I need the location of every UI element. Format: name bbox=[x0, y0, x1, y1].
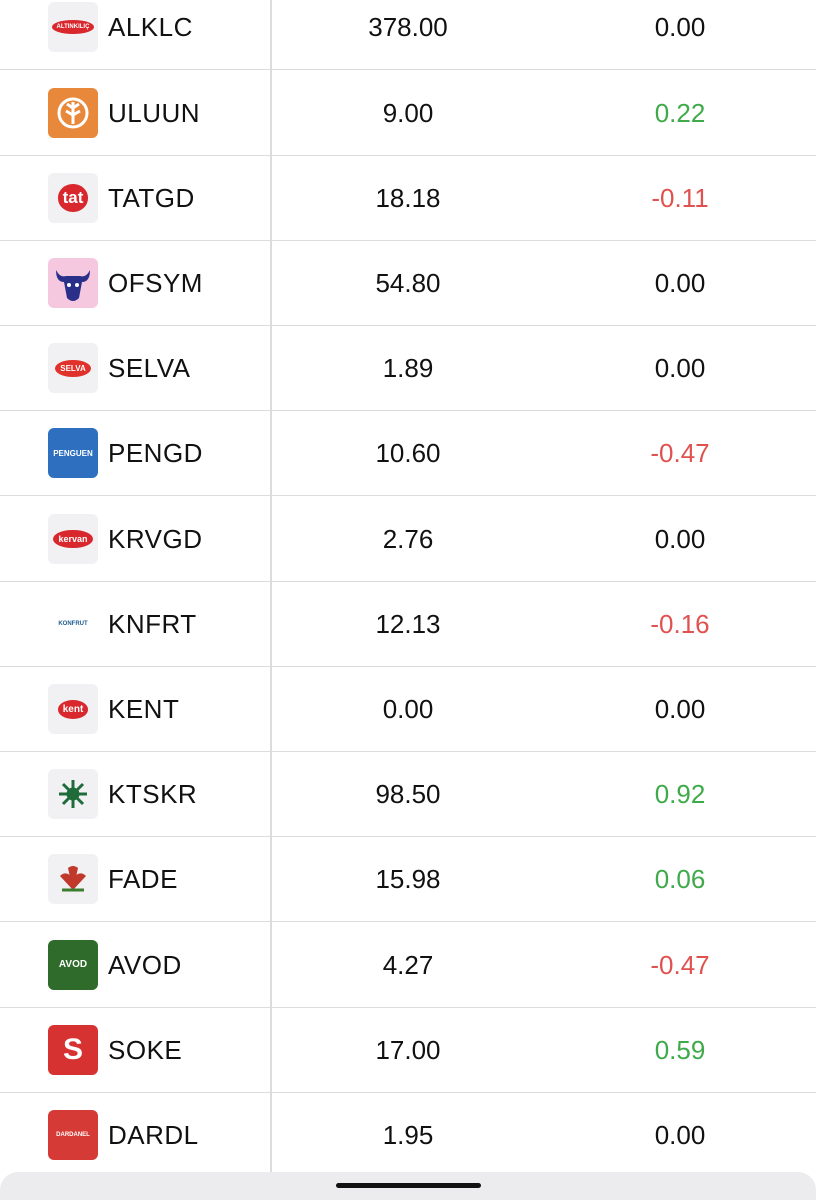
change: -0.11 bbox=[651, 182, 709, 213]
logo-icon bbox=[60, 866, 86, 892]
stock-logo bbox=[48, 854, 98, 905]
stock-row[interactable]: KTSKR 98.50 0.92 bbox=[0, 752, 816, 838]
ticker: KNFRT bbox=[108, 608, 197, 639]
stock-row[interactable]: PENGUEN PENGD 10.60 -0.47 bbox=[0, 411, 816, 497]
change: 0.00 bbox=[654, 1120, 706, 1150]
ticker: ULUUN bbox=[108, 97, 201, 128]
ticker: FADE bbox=[108, 864, 178, 895]
home-area bbox=[0, 1172, 816, 1200]
column-divider bbox=[270, 0, 272, 1172]
change: -0.47 bbox=[650, 949, 710, 980]
logo-icon bbox=[56, 270, 90, 301]
ticker: SELVA bbox=[108, 353, 191, 384]
price: 10.60 bbox=[375, 438, 441, 469]
price: 1.95 bbox=[382, 1120, 434, 1150]
stock-logo: KONFRUT bbox=[48, 598, 98, 649]
stock-row[interactable]: S SOKE 17.00 0.59 bbox=[0, 1008, 816, 1093]
price: 1.89 bbox=[382, 353, 434, 384]
logo-text: kent bbox=[57, 699, 89, 719]
logo-text: DARDANEL bbox=[56, 1132, 90, 1138]
change: -0.16 bbox=[650, 608, 710, 639]
stock-row[interactable]: DARDANEL DARDL 1.95 0.00 bbox=[0, 1093, 816, 1172]
ticker: DARDL bbox=[108, 1120, 199, 1150]
ticker: AVOD bbox=[108, 949, 182, 980]
logo-text: kervan bbox=[53, 529, 93, 548]
change: 0.00 bbox=[654, 268, 706, 298]
price: 54.80 bbox=[375, 268, 441, 298]
stock-row[interactable]: ULUUN 9.00 0.22 bbox=[0, 71, 816, 156]
stock-row[interactable]: OFSYM 54.80 0.00 bbox=[0, 241, 816, 326]
stock-logo: kent bbox=[48, 684, 98, 734]
ticker: PENGD bbox=[108, 438, 203, 469]
logo-text: ALTINKILIÇ bbox=[51, 20, 95, 35]
price: 12.13 bbox=[375, 608, 441, 639]
stock-list: ALTINKILIÇ ALKLC 378.00 0.00 ULUUN 9.00 0.22 ta… bbox=[0, 0, 816, 1172]
price: 378.00 bbox=[368, 12, 448, 43]
stock-logo bbox=[48, 87, 98, 138]
stock-logo: kervan bbox=[48, 513, 98, 564]
price: 0.00 bbox=[382, 694, 434, 724]
stock-logo: PENGUEN bbox=[48, 428, 98, 479]
change: 0.92 bbox=[654, 779, 706, 810]
price: 2.76 bbox=[382, 523, 434, 554]
stock-row[interactable]: kervan KRVGD 2.76 0.00 bbox=[0, 497, 816, 582]
logo-text: SELVA bbox=[55, 359, 91, 377]
stock-logo: tat bbox=[48, 172, 98, 223]
change: 0.06 bbox=[654, 864, 706, 895]
change: 0.00 bbox=[654, 694, 706, 724]
change: 0.00 bbox=[654, 523, 706, 554]
logo-icon bbox=[59, 780, 87, 809]
ticker: KRVGD bbox=[108, 523, 203, 554]
stock-row[interactable]: ALTINKILIÇ ALKLC 378.00 0.00 bbox=[0, 0, 816, 71]
price: 15.98 bbox=[375, 864, 441, 895]
stock-logo: DARDANEL bbox=[48, 1110, 98, 1160]
stock-logo: ALTINKILIÇ bbox=[48, 2, 98, 53]
stock-row[interactable]: AVOD AVOD 4.27 -0.47 bbox=[0, 923, 816, 1008]
change: -0.47 bbox=[650, 438, 710, 469]
stock-row[interactable]: SELVA SELVA 1.89 0.00 bbox=[0, 326, 816, 412]
change: 0.00 bbox=[654, 353, 706, 384]
stock-logo: SELVA bbox=[48, 343, 98, 394]
change: 0.22 bbox=[654, 97, 706, 128]
stock-logo: AVOD bbox=[48, 939, 98, 990]
price: 9.00 bbox=[382, 97, 434, 128]
stock-row[interactable]: KONFRUT KNFRT 12.13 -0.16 bbox=[0, 582, 816, 667]
logo-text: KONFRUT bbox=[58, 620, 88, 627]
stock-logo: S bbox=[48, 1024, 98, 1075]
price: 98.50 bbox=[375, 779, 441, 810]
ticker: TATGD bbox=[108, 182, 195, 213]
logo-text: S bbox=[62, 1032, 83, 1066]
price: 18.18 bbox=[375, 182, 441, 213]
logo-text: PENGUEN bbox=[53, 448, 93, 458]
stock-logo bbox=[48, 258, 98, 308]
home-indicator bbox=[336, 1183, 481, 1188]
logo-icon bbox=[57, 97, 89, 129]
stock-row[interactable]: kent KENT 0.00 0.00 bbox=[0, 667, 816, 752]
logo-text: tat bbox=[57, 183, 89, 212]
ticker: KENT bbox=[108, 694, 180, 724]
ticker: OFSYM bbox=[108, 268, 203, 298]
price: 4.27 bbox=[382, 949, 434, 980]
ticker: SOKE bbox=[108, 1034, 183, 1065]
price: 17.00 bbox=[375, 1034, 441, 1065]
change: 0.59 bbox=[654, 1034, 706, 1065]
stock-logo bbox=[48, 769, 98, 820]
ticker: KTSKR bbox=[108, 779, 198, 810]
stock-row[interactable]: tat TATGD 18.18 -0.11 bbox=[0, 156, 816, 241]
change: 0.00 bbox=[654, 12, 706, 43]
stock-row[interactable]: FADE 15.98 0.06 bbox=[0, 837, 816, 923]
logo-text: AVOD bbox=[58, 959, 88, 971]
ticker: ALKLC bbox=[108, 12, 193, 43]
